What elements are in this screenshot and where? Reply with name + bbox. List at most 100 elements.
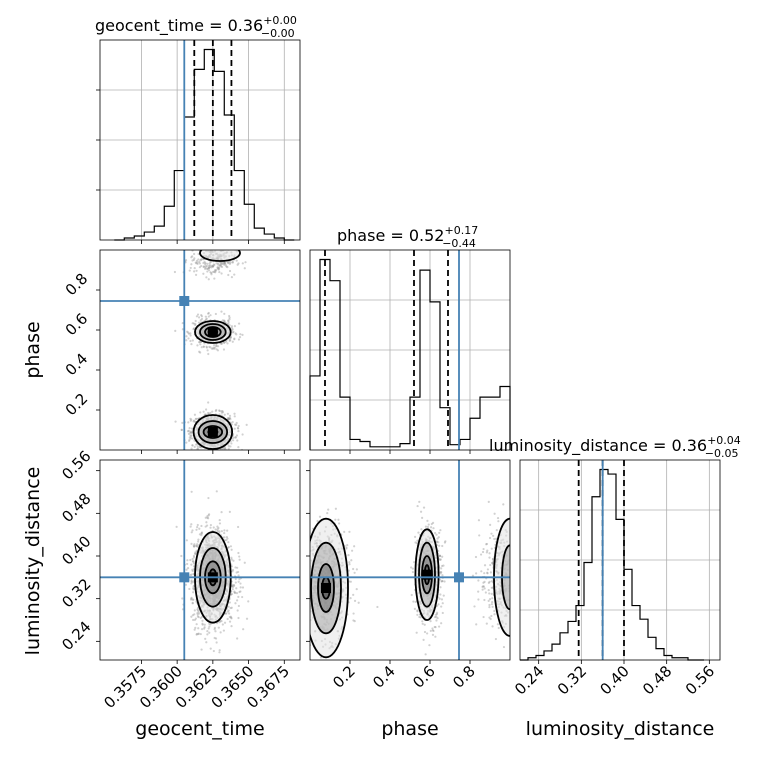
point	[189, 431, 193, 434]
ytick-label-phase: 0.2	[62, 390, 92, 420]
contour-line	[317, 563, 335, 613]
point	[191, 598, 194, 601]
point	[186, 567, 190, 570]
point	[229, 615, 232, 618]
point	[200, 314, 203, 317]
point	[213, 243, 215, 245]
point	[477, 598, 480, 601]
point	[200, 532, 203, 535]
point	[227, 261, 230, 264]
point	[234, 435, 237, 439]
point	[193, 420, 196, 423]
point	[376, 605, 379, 609]
point	[186, 559, 189, 562]
point	[185, 539, 188, 542]
point	[193, 545, 196, 548]
point	[193, 419, 196, 422]
point	[195, 417, 198, 420]
point	[195, 259, 199, 262]
point	[345, 546, 348, 549]
point	[435, 615, 438, 618]
point	[357, 601, 360, 604]
point	[243, 267, 246, 270]
point	[235, 571, 238, 574]
point	[516, 606, 518, 608]
point	[194, 322, 197, 325]
point	[210, 264, 214, 267]
point	[191, 339, 194, 342]
point	[217, 268, 220, 271]
point	[230, 442, 233, 445]
point	[441, 564, 444, 568]
point	[302, 592, 304, 594]
point	[485, 542, 489, 546]
point	[190, 563, 193, 566]
point	[223, 413, 226, 416]
point	[234, 602, 237, 605]
point	[223, 621, 227, 624]
point	[218, 530, 221, 533]
xtick-label-luminosity_distance: 0.56	[682, 662, 718, 698]
point	[185, 339, 188, 342]
contour-line	[418, 541, 436, 608]
point	[489, 571, 492, 574]
point	[229, 335, 233, 339]
point	[198, 341, 201, 344]
point	[233, 415, 236, 418]
point	[491, 561, 494, 565]
point	[416, 613, 419, 616]
point	[206, 516, 209, 519]
point	[180, 428, 183, 432]
point	[192, 598, 195, 601]
xtick-label-phase: 0.8	[449, 662, 479, 692]
point	[228, 339, 231, 343]
point	[428, 644, 431, 647]
point	[227, 541, 230, 544]
contour-line	[199, 323, 227, 341]
point	[220, 272, 223, 275]
point	[197, 627, 200, 630]
point	[213, 263, 216, 267]
point	[214, 271, 217, 274]
point	[441, 555, 444, 558]
ytick-label-luminosity_distance: 0.24	[58, 618, 94, 654]
point	[185, 568, 188, 571]
point	[352, 619, 355, 622]
point	[208, 513, 211, 516]
point	[440, 598, 444, 601]
point	[195, 633, 198, 636]
point	[216, 267, 220, 270]
point	[205, 641, 208, 644]
point	[415, 631, 418, 634]
point	[192, 544, 195, 547]
point	[223, 529, 226, 532]
point	[218, 247, 220, 249]
point	[235, 259, 238, 262]
point	[514, 572, 516, 574]
point	[426, 519, 429, 522]
point	[237, 574, 240, 577]
point	[218, 409, 221, 412]
point	[190, 615, 193, 618]
point	[435, 619, 438, 622]
point	[200, 258, 203, 261]
point	[219, 261, 222, 265]
point	[231, 420, 234, 424]
point	[197, 540, 200, 543]
point	[237, 262, 240, 265]
point	[485, 551, 488, 554]
point	[228, 262, 232, 265]
point	[189, 434, 192, 437]
point	[213, 626, 217, 629]
point	[438, 597, 441, 600]
point	[201, 623, 204, 626]
point	[223, 261, 226, 264]
point	[486, 572, 489, 575]
point	[191, 559, 195, 563]
point	[226, 265, 229, 269]
point	[490, 603, 494, 606]
point	[216, 345, 220, 348]
density-peak	[321, 583, 331, 593]
point	[230, 625, 233, 628]
